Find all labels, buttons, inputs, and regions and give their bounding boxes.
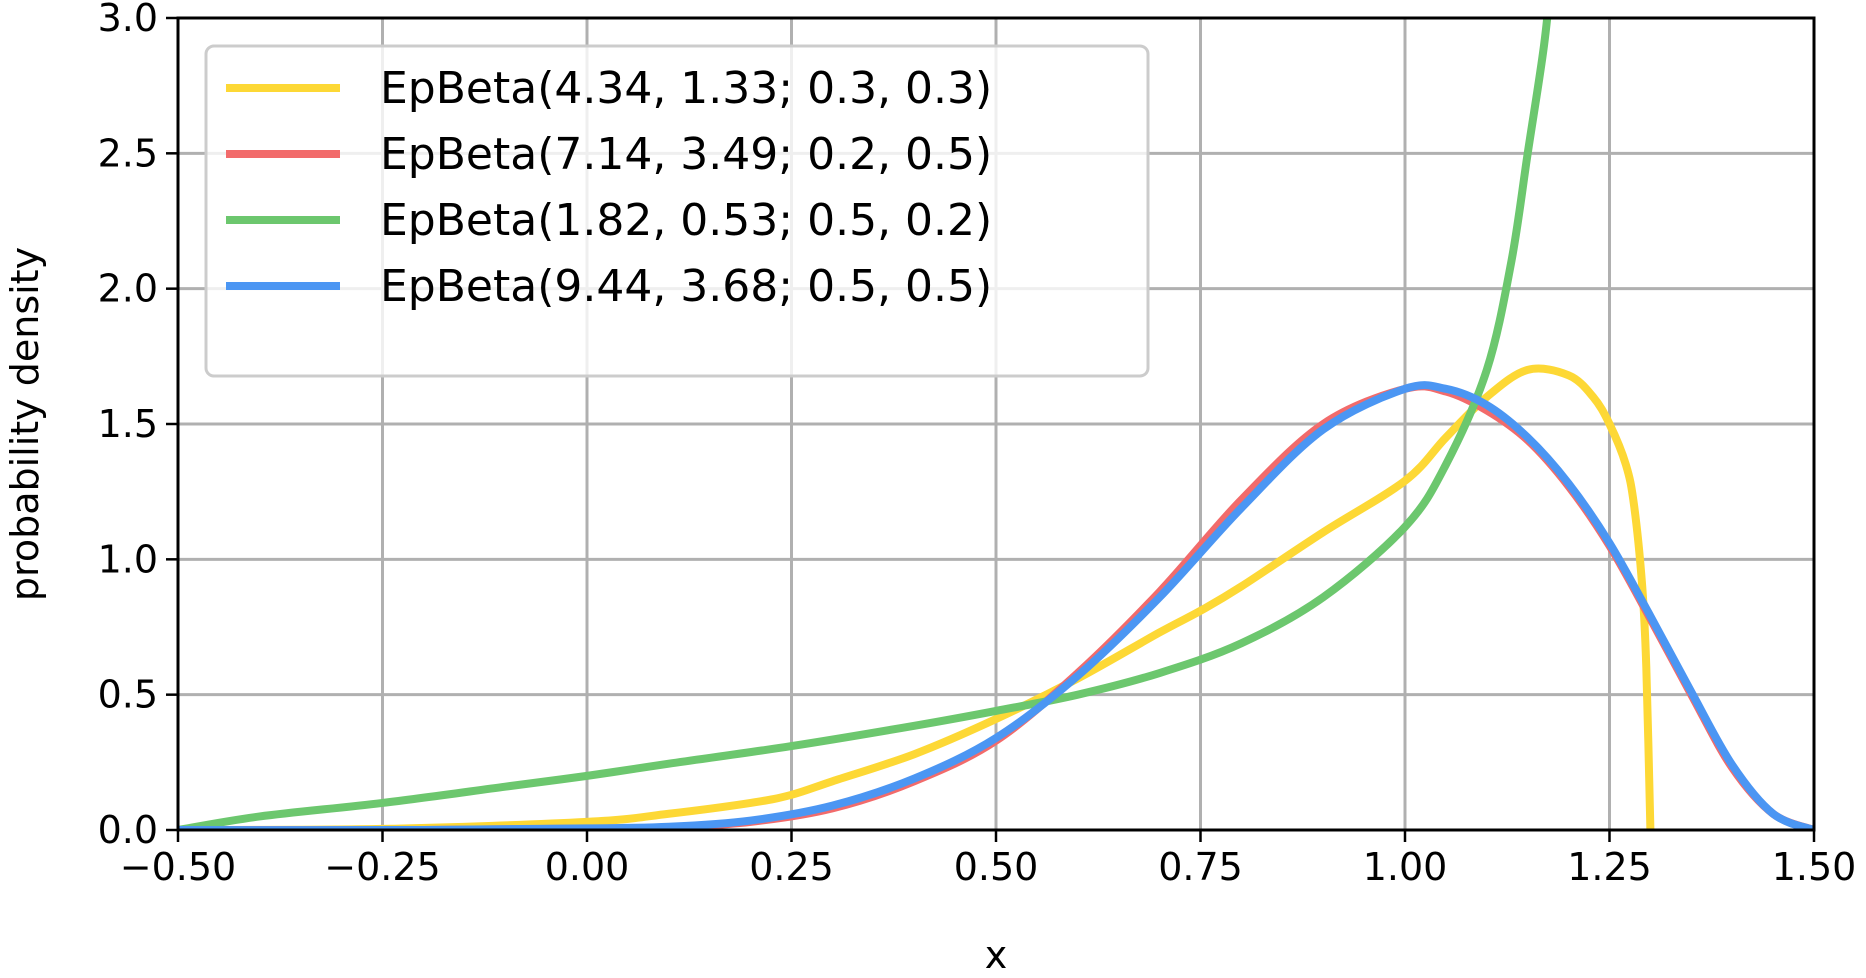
series-line-3 <box>178 18 1552 830</box>
legend-label: EpBeta(4.34, 1.33; 0.3, 0.3) <box>380 63 992 114</box>
x-tick-label: 1.25 <box>1567 845 1652 889</box>
ticks: −0.50 −0.25 0.00 0.25 0.50 0.75 1.00 1.25 1.50 0.… <box>98 0 1857 889</box>
legend-items: EpBeta(4.34, 1.33; 0.3, 0.3) EpBeta(7.14,… <box>226 63 992 312</box>
x-tick-label: 0.75 <box>1158 845 1243 889</box>
y-tick-label: 1.5 <box>98 402 158 446</box>
legend-box <box>204 44 1150 378</box>
x-tick-label: −0.25 <box>324 845 440 889</box>
x-tick-label: 0.25 <box>749 845 834 889</box>
legend-label: EpBeta(9.44, 3.68; 0.5, 0.5) <box>380 261 992 312</box>
y-tick-label: 1.0 <box>98 537 158 581</box>
y-tick-label: 2.5 <box>98 131 158 175</box>
series-line-4 <box>178 381 1814 830</box>
x-tick-label: −0.50 <box>120 845 236 889</box>
series-line-1 <box>178 364 1655 830</box>
y-tick-label: 2.0 <box>98 267 158 311</box>
y-tick-label: 0.5 <box>98 673 158 717</box>
x-tick-label: 0.00 <box>545 845 630 889</box>
x-tick-label: 1.00 <box>1363 845 1448 889</box>
y-axis-label: probability density <box>3 247 47 601</box>
legend: EpBeta(4.34, 1.33; 0.3, 0.3) EpBeta(7.14,… <box>204 44 1150 378</box>
legend-label: EpBeta(1.82, 0.53; 0.5, 0.2) <box>380 195 992 246</box>
y-tick-label: 0.0 <box>98 808 158 852</box>
y-tick-label: 3.0 <box>98 0 158 40</box>
x-tick-label: 1.50 <box>1772 845 1857 889</box>
x-tick-label: 0.50 <box>954 845 1039 889</box>
series-layer <box>178 18 1814 830</box>
legend-label: EpBeta(7.14, 3.49; 0.2, 0.5) <box>380 129 992 180</box>
x-axis-label: x <box>985 933 1008 977</box>
